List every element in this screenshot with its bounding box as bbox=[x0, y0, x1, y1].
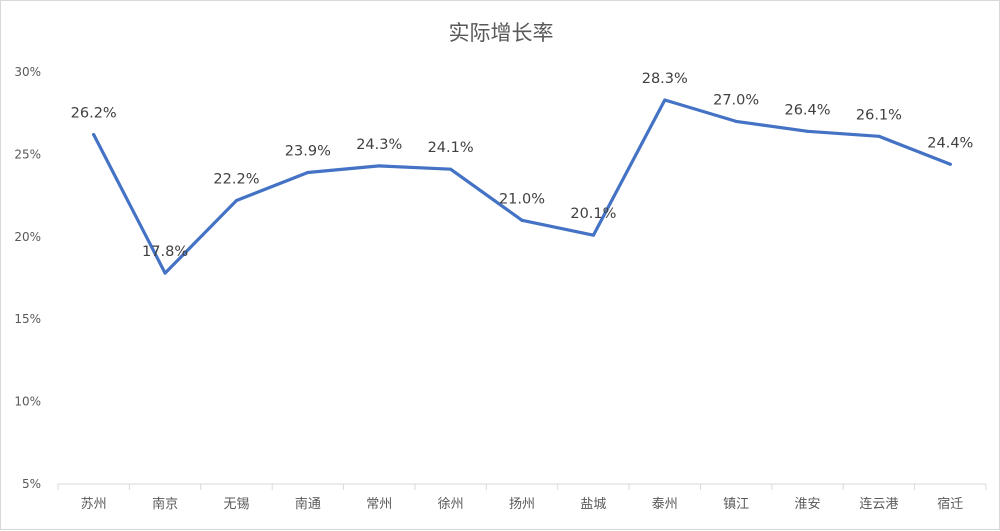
data-label: 22.2% bbox=[213, 172, 259, 188]
y-tick-label: 15% bbox=[14, 312, 41, 326]
data-point bbox=[449, 167, 453, 171]
data-label: 17.8% bbox=[142, 244, 188, 260]
y-tick-label: 25% bbox=[14, 147, 41, 161]
x-axis: 苏州 南京 无锡 南通 常州 徐州 扬州 盐城 泰州 镇江 淮安 连云港 宿迁 bbox=[57, 483, 987, 512]
data-point bbox=[734, 119, 738, 123]
data-label: 28.3% bbox=[642, 71, 688, 87]
x-tick-label: 南京 bbox=[152, 496, 178, 512]
data-point bbox=[234, 199, 238, 203]
x-tick-label: 盐城 bbox=[580, 497, 606, 512]
data-point bbox=[591, 233, 595, 237]
data-label: 20.1% bbox=[570, 206, 616, 222]
x-tick-label: 徐州 bbox=[438, 497, 464, 512]
data-point bbox=[806, 129, 810, 133]
data-label: 26.4% bbox=[784, 102, 830, 118]
data-label: 24.1% bbox=[428, 140, 474, 156]
data-point bbox=[948, 162, 952, 166]
y-tick-label: 5% bbox=[22, 477, 41, 491]
y-axis: 5% 10% 15% 20% 25% 30% bbox=[14, 65, 41, 491]
data-point bbox=[306, 171, 310, 175]
data-point bbox=[163, 271, 167, 275]
series-layer bbox=[92, 98, 952, 275]
data-point bbox=[663, 98, 667, 102]
data-point bbox=[377, 164, 381, 168]
x-tick-label: 常州 bbox=[366, 497, 392, 512]
x-tick-label: 苏州 bbox=[81, 496, 107, 512]
y-tick-label: 10% bbox=[14, 395, 41, 409]
x-tick-label: 淮安 bbox=[795, 497, 821, 512]
x-tick-label: 宿迁 bbox=[937, 496, 963, 512]
x-tick-label: 泰州 bbox=[652, 497, 678, 512]
x-tick-label: 连云港 bbox=[859, 496, 898, 512]
data-labels: 26.2% 17.8% 22.2% 23.9% 24.3% 24.1% 21.0% 20.1%… bbox=[71, 71, 974, 260]
data-label: 23.9% bbox=[285, 144, 331, 160]
data-label: 21.0% bbox=[499, 191, 545, 207]
x-tick-label: 南通 bbox=[295, 496, 321, 512]
y-tick-label: 30% bbox=[14, 65, 41, 79]
data-label: 26.1% bbox=[856, 107, 902, 123]
data-label: 24.4% bbox=[927, 135, 973, 151]
x-tick-label: 扬州 bbox=[509, 497, 535, 512]
data-point bbox=[877, 134, 881, 138]
x-tick-label: 无锡 bbox=[223, 497, 249, 512]
chart-title: 实际增长率 bbox=[448, 21, 554, 45]
data-label: 26.2% bbox=[71, 106, 117, 122]
data-point bbox=[92, 133, 96, 137]
x-tick-label: 镇江 bbox=[723, 497, 749, 512]
data-label: 27.0% bbox=[713, 92, 759, 108]
data-point bbox=[520, 218, 524, 222]
data-label: 24.3% bbox=[356, 137, 402, 153]
y-tick-label: 20% bbox=[14, 230, 41, 244]
